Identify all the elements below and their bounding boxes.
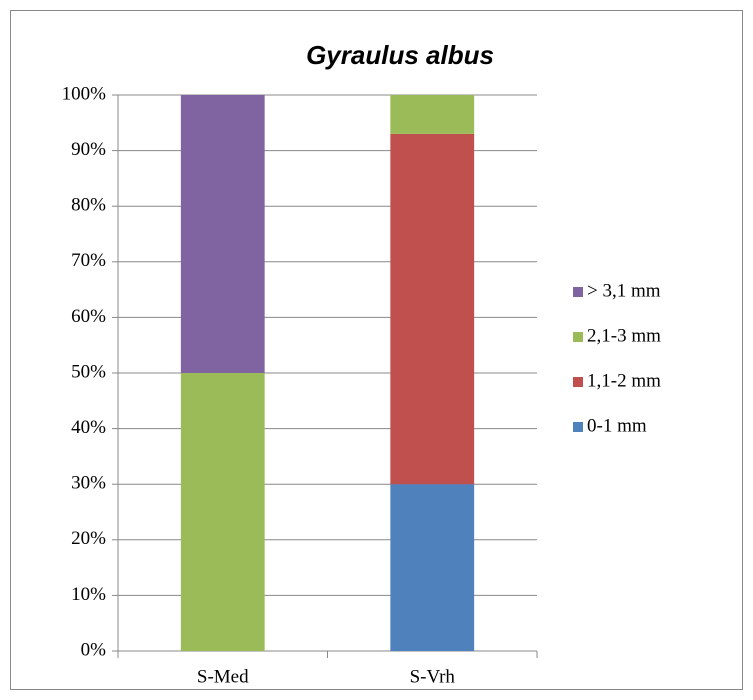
legend-label: 2,1-3 mm bbox=[587, 325, 661, 346]
y-tick-label: 40% bbox=[71, 417, 106, 438]
bar-segment bbox=[180, 95, 265, 373]
legend-label: > 3,1 mm bbox=[587, 280, 661, 301]
bar-segment bbox=[180, 373, 265, 651]
y-tick-label: 70% bbox=[71, 250, 106, 271]
legend-label: 0-1 mm bbox=[587, 415, 647, 436]
y-tick-label: 60% bbox=[71, 306, 106, 327]
y-tick-label: 20% bbox=[71, 528, 106, 549]
y-tick-label: 90% bbox=[71, 139, 106, 160]
y-tick-label: 100% bbox=[62, 83, 107, 104]
y-tick-label: 30% bbox=[71, 473, 106, 494]
chart-border bbox=[10, 10, 743, 690]
x-tick-label: S-Vrh bbox=[410, 666, 456, 687]
legend-label: 1,1-2 mm bbox=[587, 370, 661, 391]
legend-swatch bbox=[573, 332, 583, 342]
chart-title: Gyraulus albus bbox=[306, 40, 494, 70]
bar-segment bbox=[390, 133, 475, 485]
y-tick-label: 0% bbox=[81, 639, 107, 660]
legend-swatch bbox=[573, 377, 583, 387]
y-tick-label: 50% bbox=[71, 361, 106, 382]
legend-swatch bbox=[573, 422, 583, 432]
y-tick-label: 80% bbox=[71, 195, 106, 216]
bar-segment bbox=[390, 484, 475, 651]
x-tick-label: S-Med bbox=[197, 666, 249, 687]
legend-swatch bbox=[573, 287, 583, 297]
y-tick-label: 10% bbox=[71, 584, 106, 605]
bar-segment bbox=[390, 95, 475, 134]
